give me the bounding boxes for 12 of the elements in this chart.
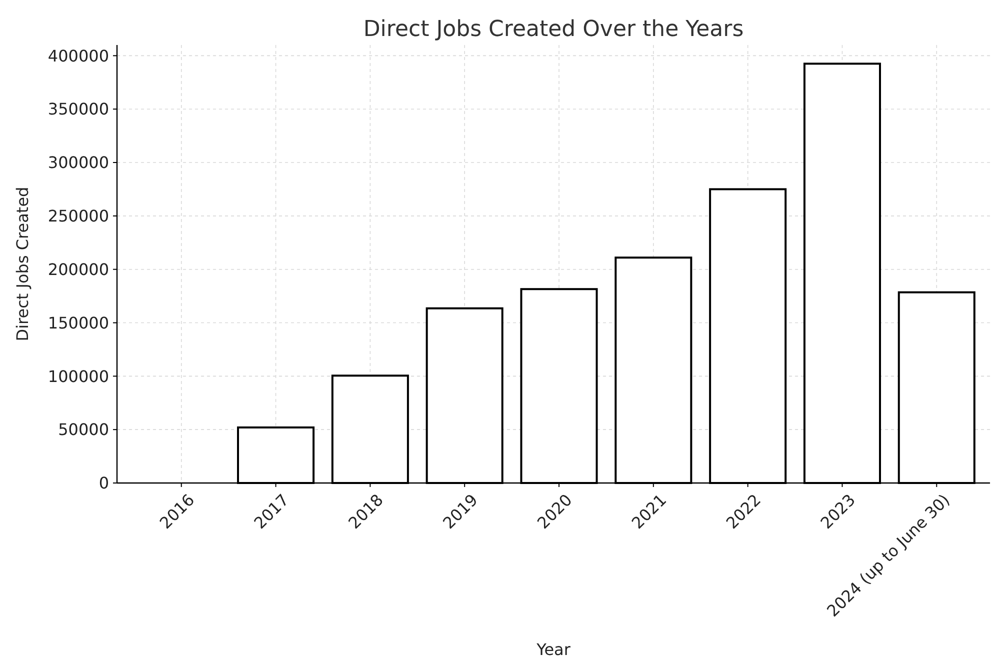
y-tick-label: 350000 (48, 100, 109, 119)
y-tick-label: 100000 (48, 366, 109, 386)
y-tick-label: 250000 (48, 206, 109, 226)
y-axis-title: Direct Jobs Created (13, 186, 32, 342)
y-tick-label: 0 (98, 474, 109, 493)
chart-title: Direct Jobs Created Over the Years (363, 17, 744, 42)
y-tick-label: 50000 (58, 420, 109, 440)
y-tick-label: 150000 (48, 313, 109, 332)
x-axis-title: Year (536, 640, 571, 659)
y-tick-label: 200000 (48, 260, 109, 279)
y-tick-label: 300000 (48, 153, 109, 172)
y-tick-label: 400000 (48, 46, 109, 66)
